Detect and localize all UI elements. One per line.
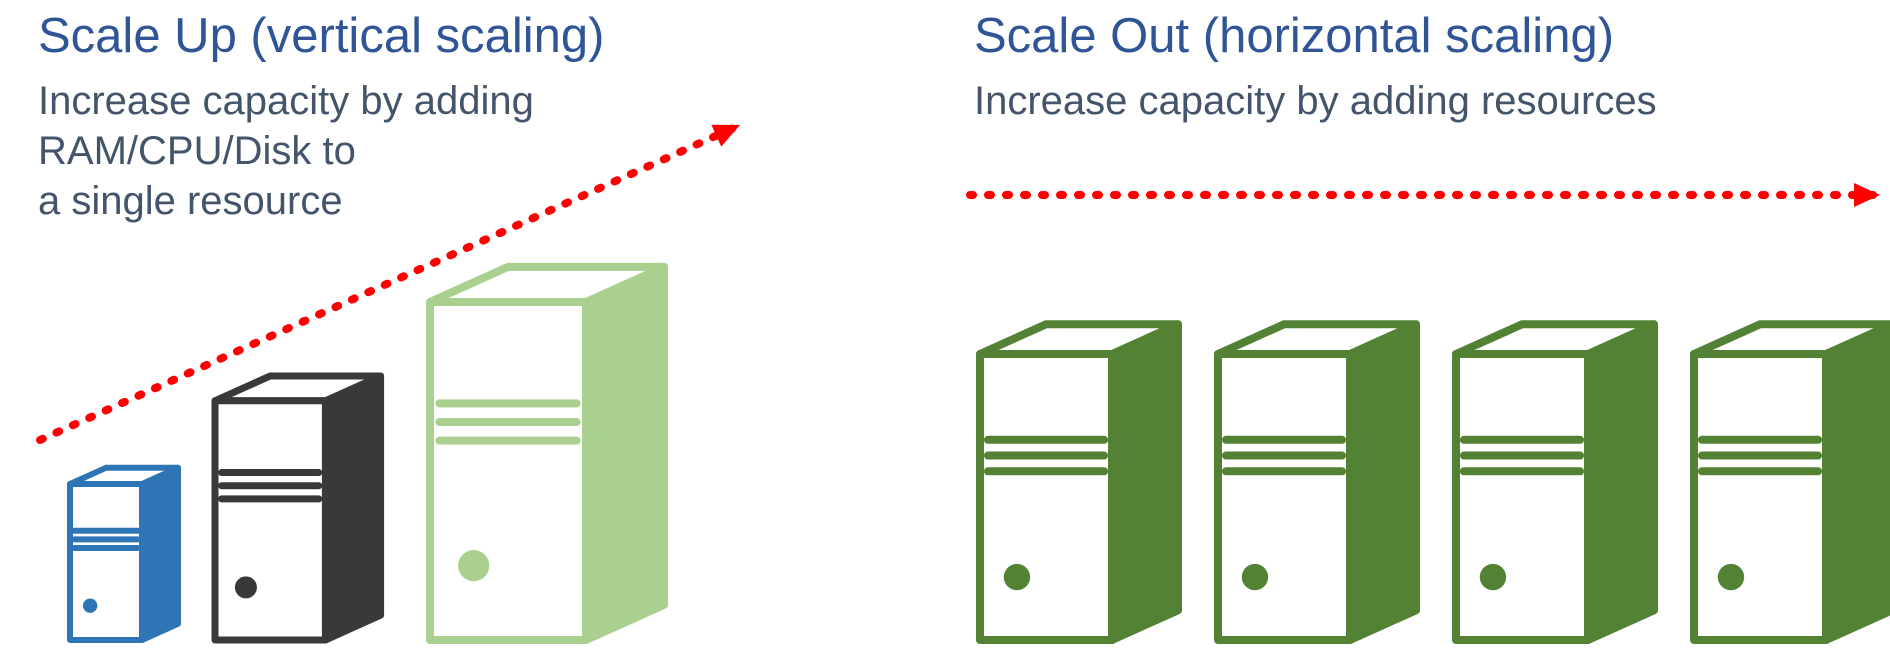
server-icon	[215, 376, 381, 640]
diagram-svg	[0, 0, 1890, 672]
server-icon	[1694, 324, 1890, 640]
server-icon	[430, 267, 664, 640]
server-icon	[980, 324, 1178, 640]
server-icon	[70, 468, 178, 640]
server-icon	[1456, 324, 1654, 640]
server-icon	[1218, 324, 1416, 640]
arrow	[970, 183, 1880, 207]
